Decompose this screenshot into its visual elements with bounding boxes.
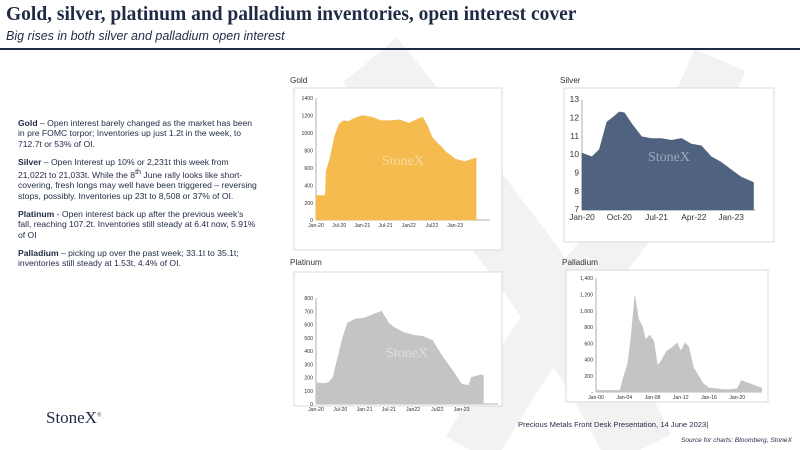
platinum-y-tick-label: 0 — [310, 402, 313, 408]
chart-silver: Silver StoneX 7 8 9 10 11 12 13 Jan-20 Oct-20 Jul-2… — [560, 76, 782, 256]
chart-gold: Gold StoneX 0 200 400 600 800 1000 1200 1400 Jan-2… — [290, 76, 508, 264]
palladium-series-area — [595, 295, 762, 393]
platinum-x-tick-label: Jul-20 — [333, 407, 347, 413]
gold-y-tick-label: 200 — [304, 201, 313, 207]
palladium-chart-title: Palladium — [562, 258, 598, 267]
palladium-x-tick-label: Jan-00 — [588, 395, 604, 401]
presentation-footer: Precious Metals Front Desk Presentation,… — [518, 420, 709, 429]
platinum-x-tick-label: Jan-20 — [308, 407, 324, 413]
gold-series-area — [315, 115, 477, 221]
commentary-silver-text: – Open Interest up 10% or 2,231t this we… — [18, 156, 257, 201]
gold-y-tick-label: 800 — [304, 148, 313, 154]
platinum-y-tick-label: 700 — [304, 309, 313, 315]
chart-palladium: Palladium StoneX - 200 400 600 800 1,000 1,200 1,… — [562, 258, 772, 410]
platinum-x-tick-label: Jan-23 — [454, 407, 470, 413]
gold-x-tick-label: Jan-20 — [308, 223, 324, 229]
gold-y-tick-label: 1400 — [301, 96, 313, 102]
palladium-x-tick-label: Jan-16 — [701, 395, 717, 401]
source-note: Source for charts: Bloomberg, StoneX — [680, 437, 792, 444]
slide-subtitle: Big rises in both silver and palladium o… — [6, 29, 285, 43]
silver-y-tick-label: 10 — [570, 149, 580, 159]
platinum-y-tick-label: 400 — [304, 349, 313, 355]
gold-x-tick-label: Jan-21 — [354, 223, 370, 229]
gold-x-tick-label: Jan-23 — [447, 223, 463, 229]
platinum-x-tick-label: Jul22 — [431, 407, 444, 413]
commentary-panel: Gold – Open interest barely changed as t… — [18, 118, 258, 276]
palladium-x-tick-label: Jan-20 — [729, 395, 745, 401]
title-divider — [0, 48, 800, 50]
platinum-y-tick-label: 800 — [304, 296, 313, 302]
platinum-x-tick-label: Jan-21 — [357, 407, 373, 413]
silver-x-tick-label: Jan-20 — [569, 212, 595, 222]
commentary-palladium-text: – picking up over the past week; 33.1t t… — [18, 247, 239, 269]
platinum-y-tick-label: 500 — [304, 336, 313, 342]
palladium-y-tick-label: 400 — [584, 358, 593, 364]
gold-x-tick-label: Jul-21 — [379, 223, 393, 229]
platinum-x-tick-label: Jan22 — [406, 407, 420, 413]
palladium-y-tick-label: 1,400 — [580, 276, 593, 282]
platinum-y-tick-label: 100 — [304, 389, 313, 395]
platinum-chart-title: Platinum — [290, 258, 322, 267]
commentary-silver-label: Silver — [18, 156, 42, 167]
palladium-chart-svg: StoneX - 200 400 600 800 1,000 1,200 1,400 Jan-00… — [565, 269, 769, 403]
commentary-platinum-text: - Open interest back up after the previo… — [18, 208, 256, 240]
platinum-x-tick-label: Jul-21 — [382, 407, 396, 413]
gold-y-tick-label: 400 — [304, 183, 313, 189]
silver-y-tick-label: 11 — [570, 131, 579, 141]
gold-chart-title: Gold — [290, 76, 308, 85]
platinum-y-tick-label: 200 — [304, 376, 313, 382]
gold-chart-svg: StoneX 0 200 400 600 800 1000 1200 1400 Jan-20 Jul… — [293, 87, 503, 251]
silver-y-tick-label: 7 — [574, 204, 579, 214]
palladium-x-tick-label: Jan-04 — [616, 395, 632, 401]
commentary-gold: Gold – Open interest barely changed as t… — [18, 118, 258, 149]
palladium-y-tick-label: 1,200 — [580, 292, 593, 298]
silver-watermark-logo: StoneX — [648, 150, 690, 165]
palladium-y-tick-label: 800 — [584, 325, 593, 331]
platinum-watermark-logo: StoneX — [386, 346, 428, 361]
slide-title: Gold, silver, platinum and palladium inv… — [6, 4, 577, 25]
gold-x-tick-label: Jul22 — [426, 223, 439, 229]
silver-x-tick-label: Apr-22 — [681, 212, 706, 222]
platinum-series-area — [315, 310, 484, 405]
commentary-silver: Silver – Open Interest up 10% or 2,231t … — [18, 157, 258, 201]
palladium-y-tick-label: 600 — [584, 341, 593, 347]
commentary-platinum-label: Platinum — [18, 208, 55, 219]
silver-x-tick-label: Oct-20 — [607, 212, 632, 222]
commentary-gold-label: Gold — [18, 118, 38, 128]
silver-y-tick-label: 8 — [574, 186, 579, 196]
commentary-platinum: Platinum - Open interest back up after t… — [18, 209, 258, 240]
platinum-chart-svg: StoneX 0 100 200 300 400 500 600 700 800 Jan-20 Jul… — [293, 271, 503, 413]
silver-y-tick-label: 9 — [574, 168, 579, 178]
gold-watermark-logo: StoneX — [382, 154, 424, 169]
palladium-x-tick-label: Jan-08 — [645, 395, 661, 401]
commentary-palladium-label: Palladium — [18, 247, 59, 258]
commentary-palladium: Palladium – picking up over the past wee… — [18, 248, 258, 269]
silver-chart-title: Silver — [560, 76, 581, 85]
gold-y-tick-label: 1000 — [301, 131, 313, 137]
gold-x-tick-label: Jul-20 — [332, 223, 346, 229]
gold-y-tick-label: 1200 — [301, 114, 313, 120]
silver-series-area — [581, 111, 754, 211]
palladium-y-tick-label: 200 — [584, 374, 593, 380]
palladium-y-tick-label: - — [591, 390, 593, 396]
gold-y-tick-label: 600 — [304, 166, 313, 172]
platinum-y-tick-label: 600 — [304, 323, 313, 329]
silver-x-tick-label: Jan-23 — [718, 212, 744, 222]
silver-x-tick-label: Jul-21 — [645, 212, 668, 222]
gold-x-tick-label: Jan22 — [402, 223, 416, 229]
silver-y-tick-label: 12 — [570, 113, 580, 123]
palladium-x-tick-label: Jan-12 — [673, 395, 689, 401]
commentary-gold-text: – Open interest barely changed as the ma… — [18, 118, 253, 149]
palladium-watermark-logo: StoneX — [658, 330, 700, 345]
platinum-y-tick-label: 300 — [304, 362, 313, 368]
chart-platinum: Platinum StoneX 0 100 200 300 400 500 600 700 800 J… — [290, 258, 508, 413]
silver-chart-svg: StoneX 7 8 9 10 11 12 13 Jan-20 Oct-20 Jul-21 Apr-2… — [563, 87, 775, 243]
silver-y-tick-label: 13 — [570, 94, 580, 104]
stonex-logo: StoneX® — [46, 408, 102, 427]
palladium-y-tick-label: 1,000 — [580, 309, 593, 315]
gold-y-tick-label: 0 — [310, 218, 313, 224]
